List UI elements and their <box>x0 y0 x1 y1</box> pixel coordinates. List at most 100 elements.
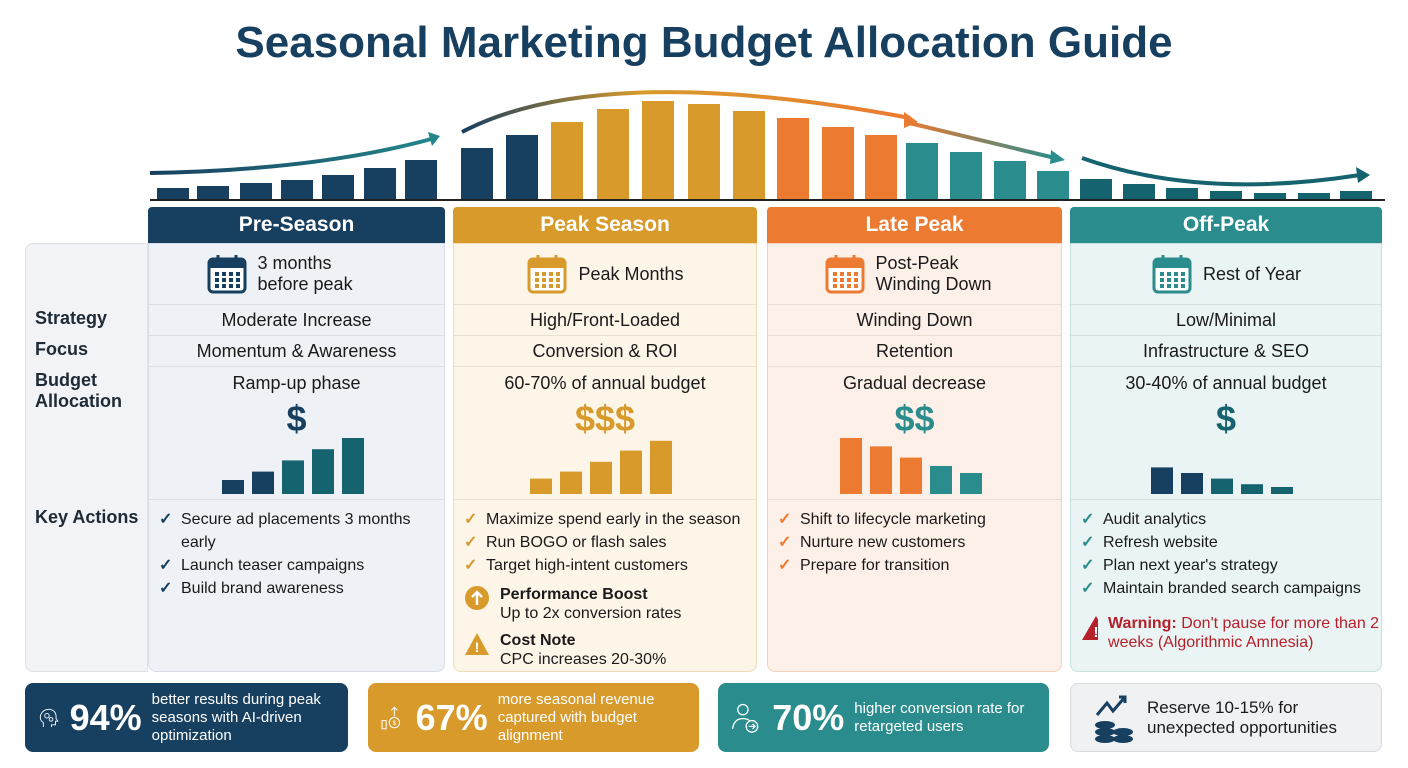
trend-bar <box>642 101 674 200</box>
stat-card-revenue: $ 67% more seasonal revenue captured wit… <box>368 683 699 752</box>
mini-bar <box>1271 487 1293 494</box>
budget-value: Gradual decrease <box>842 373 987 393</box>
warning-note: ! Warning: Don't pause for more than 2 we… <box>1081 614 1381 652</box>
note: Performance Boost Up to 2x conversion rat… <box>464 585 740 623</box>
trend-bar <box>240 183 272 200</box>
note-title: Performance Boost <box>500 586 648 603</box>
calendar-icon <box>207 255 246 294</box>
stat-card-ai: 94% better results during peak seasons w… <box>25 683 348 752</box>
mini-budget-chart <box>530 440 672 494</box>
stat-text: better results during peak seasons with … <box>151 690 321 744</box>
trend-bar <box>551 122 583 200</box>
timing: Peak Months <box>454 244 756 304</box>
mini-bar <box>839 438 862 494</box>
trend-arrow <box>461 90 911 134</box>
trend-bar <box>197 186 229 200</box>
timing-text: Post-Peak Winding Down <box>875 253 992 294</box>
action-item: Audit analytics <box>1081 508 1381 531</box>
trend-bar <box>865 135 897 200</box>
budget-cell: 60-70% of annual budget $$$ <box>454 366 756 499</box>
money-growth-icon: $ <box>381 706 400 729</box>
trend-bar <box>1037 171 1069 200</box>
strategy-value: Moderate Increase <box>149 304 444 335</box>
trend-arrow <box>904 120 1056 160</box>
dollar-symbol: $$$ <box>574 398 636 439</box>
mini-bar <box>959 473 982 494</box>
trend-bar <box>1298 193 1330 200</box>
calendar-icon <box>527 255 567 294</box>
calendar-icon <box>825 255 864 294</box>
mini-bar <box>560 471 582 494</box>
column-header: Pre-Season <box>148 207 445 243</box>
trend-bar <box>506 135 538 200</box>
calendar-icon <box>1152 255 1192 294</box>
action-item: Plan next year's strategy <box>1081 554 1381 577</box>
action-item: Launch teaser campaigns <box>159 554 444 577</box>
trend-bar <box>1254 193 1286 200</box>
trend-bar <box>405 160 437 200</box>
budget-cell: Ramp-up phase $ <box>149 366 444 499</box>
timing-text: Rest of Year <box>1202 263 1302 284</box>
timing-text: Peak Months <box>578 263 684 284</box>
timing-text: 3 months before peak <box>257 253 353 294</box>
trend-bar <box>461 148 493 200</box>
mini-bar <box>1211 478 1233 494</box>
mini-bar <box>1241 484 1263 494</box>
mini-budget-chart <box>1151 467 1293 494</box>
timing: Post-Peak Winding Down <box>768 244 1061 304</box>
note-text: Up to 2x conversion rates <box>500 605 682 622</box>
mini-bar <box>251 471 274 494</box>
mini-bar <box>530 478 552 494</box>
strategy-value: Winding Down <box>768 304 1061 335</box>
actions-cell: Secure ad placements 3 months earlyLaunc… <box>149 499 444 673</box>
dollar-symbol: $ <box>286 398 307 439</box>
row-label-actions: Key Actions <box>35 507 139 527</box>
mini-bar <box>650 440 672 494</box>
stat-value: 94% <box>69 696 142 738</box>
mini-bar <box>1151 467 1173 494</box>
row-label-strategy: Strategy <box>35 308 108 328</box>
actions-list: Shift to lifecycle marketingNurture new … <box>778 508 986 577</box>
actions-cell: Shift to lifecycle marketingNurture new … <box>768 499 1061 673</box>
timing: 3 months before peak <box>149 244 444 304</box>
trend-bar <box>157 188 189 200</box>
trend-bar <box>1123 184 1155 200</box>
strategy-value: High/Front-Loaded <box>454 304 756 335</box>
focus-value: Infrastructure & SEO <box>1071 335 1381 366</box>
mini-bar <box>341 438 364 494</box>
trend-bar <box>777 118 809 200</box>
dollar-symbol: $$ <box>894 398 935 439</box>
trend-bar <box>822 127 854 200</box>
row-labels-column <box>25 243 148 672</box>
stat-text: Reserve 10-15% for unexpected opportunit… <box>1147 697 1337 737</box>
budget-cell: 30-40% of annual budget $ <box>1071 366 1381 499</box>
column-header: Late Peak <box>767 207 1062 243</box>
trend-arrow <box>149 136 436 175</box>
stat-card-conversion: 70% higher conversion rate for retargete… <box>718 683 1049 752</box>
mini-bar <box>899 457 922 494</box>
strategy-value: Low/Minimal <box>1071 304 1381 335</box>
actions-cell: Audit analyticsRefresh websitePlan next … <box>1071 499 1381 673</box>
mini-bar <box>929 466 952 494</box>
trend-bar <box>364 168 396 200</box>
budget-cell: Gradual decrease $$ <box>768 366 1061 499</box>
mini-bar <box>311 449 334 494</box>
trend-bar <box>950 152 982 200</box>
trend-bar-chart <box>149 90 1385 201</box>
action-item: Nurture new customers <box>778 531 986 554</box>
stat-value: 70% <box>772 696 845 738</box>
budget-value: 60-70% of annual budget <box>504 373 706 393</box>
note-text: CPC increases 20-30% <box>500 651 667 668</box>
row-label-budget: Budget Allocation <box>35 370 123 411</box>
focus-value: Momentum & Awareness <box>149 335 444 366</box>
mini-bar <box>620 450 642 494</box>
budget-value: 30-40% of annual budget <box>1125 373 1327 393</box>
stat-text: more seasonal revenue captured with budg… <box>497 690 655 744</box>
svg-text:$: $ <box>392 720 396 727</box>
trend-arrow <box>1081 156 1361 187</box>
trend-bar <box>1210 191 1242 200</box>
column-header: Off-Peak <box>1070 207 1382 243</box>
trend-bar <box>1080 179 1112 200</box>
note: ! Cost Note CPC increases 20-30% <box>464 631 740 669</box>
actions-list: Maximize spend early in the seasonRun BO… <box>464 508 740 669</box>
